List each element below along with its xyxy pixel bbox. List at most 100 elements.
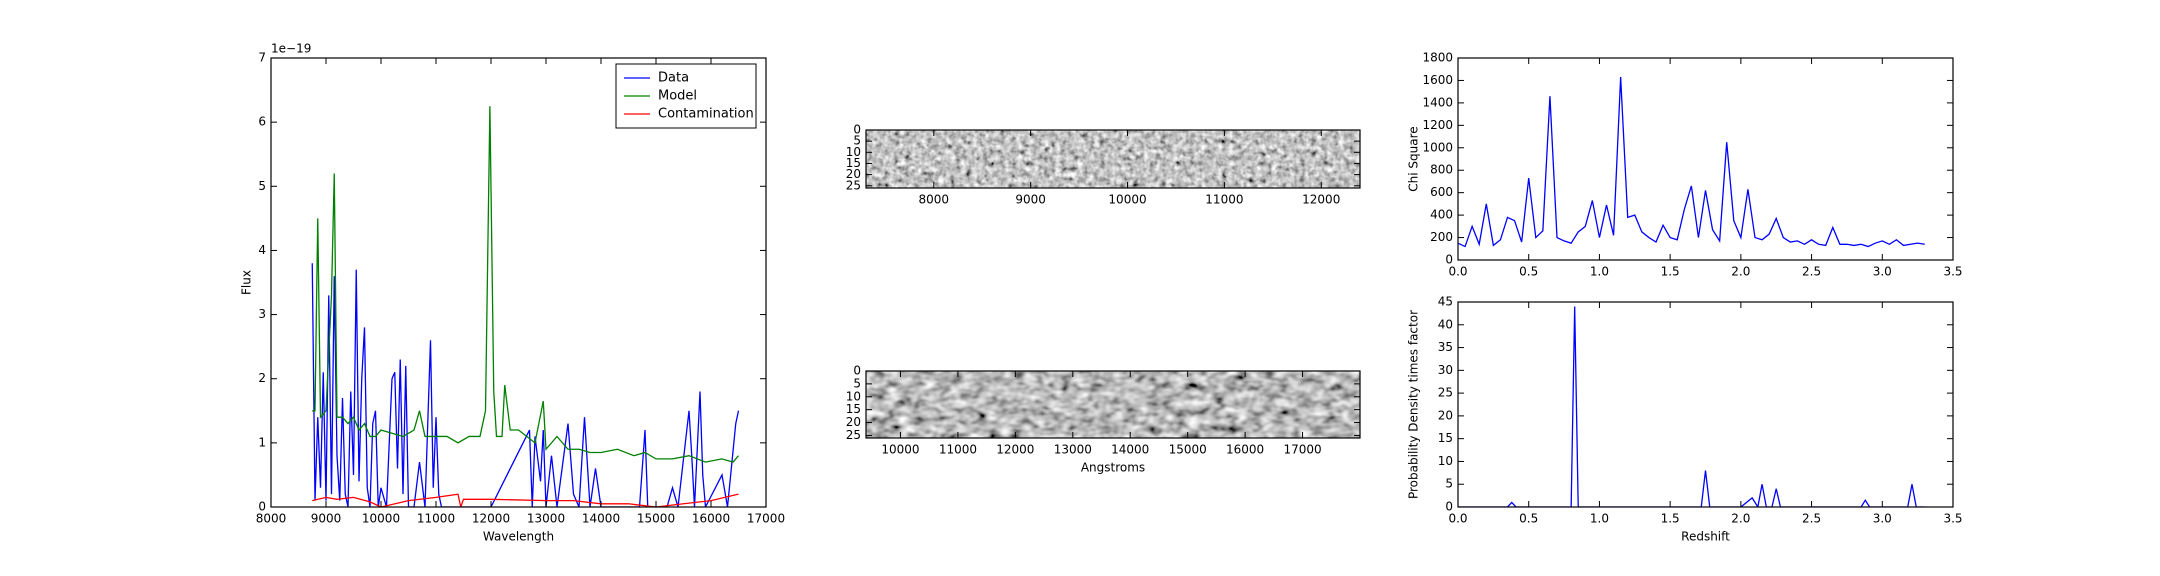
y-tick-label: 1000 xyxy=(1422,140,1453,154)
spectrum-image xyxy=(866,371,1360,438)
x-tick-label: 0.5 xyxy=(1519,265,1538,279)
x-tick-label: 11000 xyxy=(417,512,455,526)
y-tick-label: 20 xyxy=(1438,408,1453,422)
y-tick-label: 15 xyxy=(1438,431,1453,445)
y-axis-label: Chi Square xyxy=(1407,126,1421,191)
legend-label: Data xyxy=(658,71,689,86)
x-tick-label: 13000 xyxy=(1054,443,1092,457)
y-tick-label: 1200 xyxy=(1422,118,1453,132)
y-tick-label: 35 xyxy=(1438,340,1453,354)
x-tick-label: 1.5 xyxy=(1661,265,1680,279)
y-tick-label: 15 xyxy=(846,402,861,416)
y-tick-label: 20 xyxy=(846,415,861,429)
axes-frame xyxy=(1457,57,1954,261)
y-tick-label: 800 xyxy=(1430,163,1453,177)
offset-label: 1e−19 xyxy=(271,42,311,56)
x-tick-label: 3.5 xyxy=(1943,512,1962,526)
y-tick-label: 30 xyxy=(1438,363,1453,377)
x-tick-label: 9000 xyxy=(1015,193,1046,207)
x-tick-label: 2.5 xyxy=(1802,265,1821,279)
x-tick-label: 8000 xyxy=(919,193,950,207)
y-tick-label: 1600 xyxy=(1422,73,1453,87)
y-tick-label: 400 xyxy=(1430,208,1453,222)
y-tick-label: 25 xyxy=(1438,386,1453,400)
x-tick-label: 15000 xyxy=(637,512,675,526)
x-tick-label: 9000 xyxy=(311,512,342,526)
y-axis-label: Probability Density times factor xyxy=(1407,310,1421,499)
legend-label: Model xyxy=(658,89,697,104)
y-tick-label: 7 xyxy=(258,51,266,65)
y-tick-label: 3 xyxy=(258,307,266,321)
y-tick-label: 5 xyxy=(1445,477,1453,491)
series-line xyxy=(1458,77,1925,248)
x-tick-label: 1.0 xyxy=(1590,512,1609,526)
x-tick-label: 8000 xyxy=(256,512,287,526)
x-tick-label: 2.0 xyxy=(1731,265,1750,279)
x-axis-label: Angstroms xyxy=(1081,461,1145,475)
y-tick-label: 15 xyxy=(846,156,861,170)
series-line xyxy=(1458,306,1925,507)
y-tick-label: 0 xyxy=(1445,500,1453,514)
x-tick-label: 12000 xyxy=(472,512,510,526)
y-tick-label: 0 xyxy=(853,364,861,378)
x-tick-label: 0.0 xyxy=(1448,512,1467,526)
x-tick-label: 17000 xyxy=(1283,443,1321,457)
y-tick-label: 25 xyxy=(846,178,861,192)
axes-frame xyxy=(1457,301,1954,508)
x-tick-label: 12000 xyxy=(1302,193,1340,207)
x-tick-label: 10000 xyxy=(881,443,919,457)
series-line xyxy=(311,263,740,507)
y-tick-label: 10 xyxy=(1438,454,1453,468)
y-tick-label: 600 xyxy=(1430,185,1453,199)
x-tick-label: 1.0 xyxy=(1590,265,1609,279)
y-tick-label: 1400 xyxy=(1422,95,1453,109)
y-tick-label: 5 xyxy=(853,376,861,390)
y-tick-label: 20 xyxy=(846,167,861,181)
x-tick-label: 3.0 xyxy=(1873,512,1892,526)
x-tick-label: 12000 xyxy=(996,443,1034,457)
y-tick-label: 0 xyxy=(258,500,266,514)
y-tick-label: 1800 xyxy=(1422,51,1453,65)
y-tick-label: 40 xyxy=(1438,317,1453,331)
series-line xyxy=(312,106,739,463)
axes: 0.0 0.5 1.0 1.5 2.0 2.5 3.0 3.5 0 5 10 15 20 25 30 35 40… xyxy=(1407,295,1963,544)
x-tick-label: 15000 xyxy=(1169,443,1207,457)
y-tick-label: 5 xyxy=(853,134,861,148)
spectrum-image xyxy=(866,130,1360,188)
axes-frame xyxy=(865,129,1361,189)
x-tick-label: 0.0 xyxy=(1448,265,1467,279)
x-tick-label: 16000 xyxy=(692,512,730,526)
axes: 8000 9000 10000 11000 12000 13000 14000 15000 16… xyxy=(240,42,786,544)
x-tick-label: 2.0 xyxy=(1731,512,1750,526)
y-axis-label: Flux xyxy=(240,270,254,295)
x-tick-label: 0.5 xyxy=(1519,512,1538,526)
x-tick-label: 1.5 xyxy=(1661,512,1680,526)
y-tick-label: 25 xyxy=(846,428,861,442)
axes-frame xyxy=(865,370,1361,439)
x-tick-label: 11000 xyxy=(1205,193,1243,207)
y-tick-label: 10 xyxy=(846,389,861,403)
y-tick-label: 6 xyxy=(258,115,266,129)
x-tick-label: 14000 xyxy=(582,512,620,526)
x-tick-label: 3.0 xyxy=(1873,265,1892,279)
y-tick-label: 0 xyxy=(853,123,861,137)
x-tick-label: 16000 xyxy=(1226,443,1264,457)
y-tick-label: 10 xyxy=(846,145,861,159)
y-tick-label: 4 xyxy=(258,243,266,257)
y-tick-label: 2 xyxy=(258,371,266,385)
x-tick-label: 11000 xyxy=(939,443,977,457)
y-tick-label: 0 xyxy=(1445,253,1453,267)
x-tick-label: 2.5 xyxy=(1802,512,1821,526)
x-tick-label: 3.5 xyxy=(1943,265,1962,279)
x-axis-label: Redshift xyxy=(1681,530,1730,544)
x-tick-label: 17000 xyxy=(747,512,785,526)
axes: 10000 11000 12000 13000 14000 15000 16000 17000… xyxy=(846,364,1361,475)
x-tick-label: 10000 xyxy=(1108,193,1146,207)
y-tick-label: 5 xyxy=(258,179,266,193)
y-tick-label: 1 xyxy=(258,435,266,449)
x-axis-label: Wavelength xyxy=(483,530,554,544)
x-tick-label: 13000 xyxy=(527,512,565,526)
